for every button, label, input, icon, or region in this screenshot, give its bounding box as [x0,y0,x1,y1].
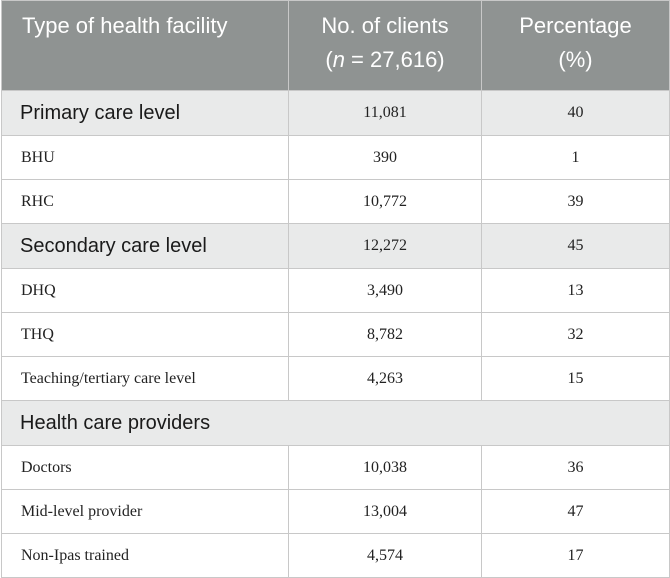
percentage-cell: 1 [481,135,670,180]
facility-label: Mid-level provider [1,489,289,534]
table-row: DHQ 3,490 13 [1,268,670,313]
facility-label: RHC [1,179,289,224]
clients-cell: 390 [288,135,482,180]
header-row: Type of health facility No. of clients (… [1,0,670,91]
section-label: Health care providers [1,400,670,446]
clients-cell: 10,038 [288,445,482,490]
header-facility-type: Type of health facility [1,0,289,91]
table-row: Non-Ipas trained 4,574 17 [1,533,670,578]
percentage-cell: 36 [481,445,670,490]
percentage-cell: 17 [481,533,670,578]
table-row: Teaching/tertiary care level 4,263 15 [1,356,670,401]
section-label: Secondary care level [1,223,289,269]
clients-cell: 8,782 [288,312,482,357]
table-row: BHU 390 1 [1,135,670,180]
facility-label: DHQ [1,268,289,313]
percentage-cell: 47 [481,489,670,534]
header-percentage: Percentage (%) [481,0,670,91]
clients-cell: 13,004 [288,489,482,534]
section-row-providers: Health care providers [1,400,670,446]
section-label: Primary care level [1,90,289,136]
percentage-cell: 15 [481,356,670,401]
facility-label: Doctors [1,445,289,490]
clients-cell: 10,772 [288,179,482,224]
header-clients: No. of clients (n = 27,616) [288,0,482,91]
percentage-cell: 32 [481,312,670,357]
facility-label: Teaching/tertiary care level [1,356,289,401]
percentage-cell: 13 [481,268,670,313]
percentage-cell: 45 [481,223,670,269]
facility-label: THQ [1,312,289,357]
section-row-secondary: Secondary care level 12,272 45 [1,223,670,269]
header-n-symbol: n [332,47,345,72]
table-row: THQ 8,782 32 [1,312,670,357]
clients-cell: 11,081 [288,90,482,136]
clients-cell: 3,490 [288,268,482,313]
facility-label: Non-Ipas trained [1,533,289,578]
table-row: Doctors 10,038 36 [1,445,670,490]
clients-cell: 4,574 [288,533,482,578]
facility-label: BHU [1,135,289,180]
clients-cell: 12,272 [288,223,482,269]
table-row: Mid-level provider 13,004 47 [1,489,670,534]
clients-cell: 4,263 [288,356,482,401]
section-row-primary: Primary care level 11,081 40 [1,90,670,136]
percentage-cell: 39 [481,179,670,224]
header-clients-title: No. of clients [321,13,449,38]
percentage-cell: 40 [481,90,670,136]
table-row: RHC 10,772 39 [1,179,670,224]
